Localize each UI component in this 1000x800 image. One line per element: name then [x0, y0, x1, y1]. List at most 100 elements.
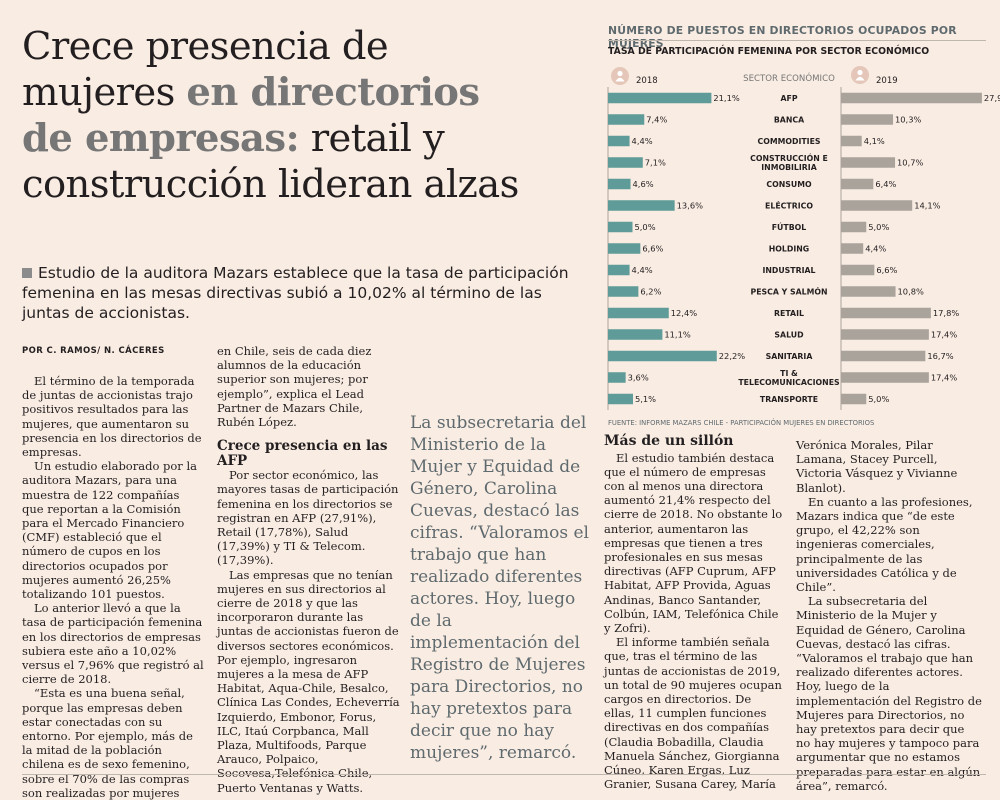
subheading: Crece presencia en las AFP: [217, 438, 388, 469]
category-label: SANITARIA: [766, 352, 813, 361]
chart-subtitle: TASA DE PARTICIPACIÓN FEMENINA POR SECTO…: [608, 46, 930, 57]
series-label-2019: 2019: [876, 76, 898, 86]
category-label: HOLDING: [769, 245, 809, 254]
bar-2019: [841, 393, 867, 405]
bar-label-2019: 5,0%: [868, 222, 889, 232]
bar-label-2018: 5,1%: [635, 394, 656, 404]
woman-icon-2018-head: [617, 70, 623, 77]
bar-label-2018: 4,4%: [632, 265, 653, 275]
paragraph: En cuanto a las profesiones, Mazars indi…: [796, 494, 973, 595]
bar-2019: [841, 221, 867, 233]
bottom-rule: [22, 774, 986, 775]
bar-label-2019: 10,3%: [895, 115, 921, 125]
bar-label-2019: 4,1%: [864, 136, 885, 146]
bar-label-2019: 10,8%: [898, 287, 924, 297]
bar-label-2018: 4,6%: [633, 179, 654, 189]
bar-label-2019: 4,4%: [865, 244, 886, 254]
bar-2019: [841, 92, 982, 104]
woman-icon-2018-body: [615, 77, 625, 82]
bar-2019: [841, 264, 875, 276]
bar-2018: [608, 92, 712, 104]
bar-2019: [841, 114, 894, 125]
chart-source: FUENTE: INFORME MAZARS CHILE - PARTICIPA…: [608, 418, 874, 427]
bar-2018: [608, 372, 626, 383]
category-label: TI &: [780, 369, 798, 378]
bar-label-2019: 16,7%: [927, 351, 953, 361]
paragraph: El término de la temporada de juntas de …: [22, 374, 202, 460]
chart-title-rule: [608, 40, 986, 41]
bar-2019: [841, 350, 926, 362]
bar-label-2019: 17,4%: [931, 330, 957, 340]
bar-2018: [608, 329, 663, 340]
category-label: AFP: [780, 94, 797, 103]
series-label-2018: 2018: [636, 76, 658, 86]
bar-2019: [841, 286, 896, 297]
headline-line3-bold: de empresas:: [22, 116, 300, 161]
bar-label-2018: 4,4%: [632, 136, 653, 146]
lede-text: Estudio de la auditora Mazars establece …: [22, 264, 569, 322]
headline: Crece presencia de mujeres en directorio…: [22, 24, 592, 208]
bar-label-2019: 6,6%: [876, 265, 897, 275]
category-label: CONSTRUCCIÓN E: [750, 154, 828, 163]
headline-line2-plain: mujeres: [22, 70, 187, 115]
subheading: Más de un sillón: [604, 433, 734, 449]
bar-label-2019: 6,4%: [875, 179, 896, 189]
bar-label-2018: 6,2%: [640, 287, 661, 297]
paragraph: El estudio también destaca que el número…: [604, 450, 783, 635]
bar-2018: [608, 178, 631, 190]
bar-label-2018: 13,6%: [677, 201, 703, 211]
headline-line3-plain: retail y: [299, 116, 445, 161]
bar-2018: [608, 393, 633, 405]
headline-line1: Crece presencia de: [22, 24, 389, 69]
bar-2018: [608, 157, 643, 168]
bar-chart: 2018 2019 SECTOR ECONÓMICO 21,1% 27,9% AFP 7,4…: [607, 66, 1000, 427]
category-label: CONSUMO: [766, 180, 812, 189]
bar-label-2019: 5,0%: [868, 394, 889, 404]
category-label: SALUD: [774, 331, 804, 340]
bar-label-2019: 10,7%: [897, 158, 923, 168]
bar-2018: [608, 286, 639, 297]
paragraph: Lo anterior llevó a que la tasa de parti…: [22, 601, 204, 687]
bar-label-2018: 7,4%: [646, 115, 667, 125]
bar-label-2018: 7,1%: [645, 158, 666, 168]
bar-label-2018: 6,6%: [642, 244, 663, 254]
bar-2019: [841, 178, 874, 190]
category-label: TRANSPORTE: [760, 395, 818, 404]
bar-label-2018: 5,0%: [635, 222, 656, 232]
category-label: INMOBILIRIA: [761, 163, 816, 172]
category-header: SECTOR ECONÓMICO: [743, 72, 835, 84]
bar-2019: [841, 329, 929, 340]
lede: Estudio de la auditora Mazars establece …: [22, 263, 582, 323]
paragraph: Las empresas que no tenían mujeres en su…: [217, 567, 400, 795]
bar-2018: [608, 264, 630, 276]
bar-2019: [841, 307, 931, 319]
byline: POR C. RAMOS/ N. CÁCERES: [22, 346, 165, 356]
column-4: Verónica Morales, Pilar Lamana, Stacey P…: [796, 438, 982, 793]
bar-label-2018: 21,1%: [713, 93, 739, 103]
paragraph: La subsecretaria del Ministerio de la Mu…: [796, 594, 982, 793]
category-label: FÚTBOL: [772, 223, 807, 232]
bar-label-2019: 17,8%: [933, 308, 959, 318]
column-3: Más de un sillón El estudio también dest…: [604, 434, 784, 791]
bar-2018: [608, 221, 633, 233]
bar-2018: [608, 243, 641, 254]
column-1: El término de la temporada de juntas de …: [22, 374, 204, 800]
category-label: ELÉCTRICO: [765, 202, 813, 211]
pull-quote: La subsecretaria del Ministerio de la Mu…: [410, 413, 589, 763]
paragraph: Por sector económico, las mayores tasas …: [217, 468, 399, 568]
paragraph-continued: Verónica Morales, Pilar Lamana, Stacey P…: [796, 438, 958, 495]
woman-icon-2019-head: [857, 69, 863, 76]
woman-icon-2019-body: [855, 76, 865, 81]
bar-label-2019: 17,4%: [931, 373, 957, 383]
square-bullet-icon: [22, 268, 32, 278]
headline-line4: construcción lideran alzas: [22, 162, 519, 207]
bar-label-2019: 14,1%: [914, 201, 940, 211]
bar-2019: [841, 135, 862, 147]
bar-2018: [608, 200, 675, 211]
category-label: BANCA: [774, 116, 804, 125]
category-label: RETAIL: [774, 309, 804, 318]
bar-2018: [608, 307, 669, 319]
bar-label-2019: 27,9%: [984, 93, 1000, 103]
bar-2019: [841, 157, 896, 168]
category-label: INDUSTRIAL: [762, 266, 815, 275]
